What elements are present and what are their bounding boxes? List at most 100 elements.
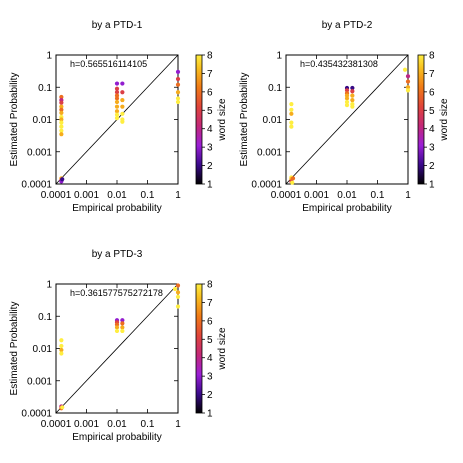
- data-point: [405, 74, 411, 79]
- data-point: [59, 104, 64, 109]
- data-point: [120, 97, 125, 103]
- data-point: [59, 128, 64, 133]
- data-point: [114, 86, 120, 91]
- data-point: [175, 69, 181, 74]
- y-tick-label: 0.0001: [21, 409, 52, 420]
- data-point: [59, 124, 64, 129]
- data-point: [350, 89, 355, 94]
- data-point: [405, 88, 411, 93]
- x-tick-label: 0.1: [371, 190, 385, 201]
- data-point: [350, 97, 355, 103]
- colorbar-tick-label: 6: [207, 316, 213, 327]
- chart-panel-1: by a PTD-10.0001 0.001 0.01 0.1 10.00010.001…: [9, 20, 228, 214]
- data-point: [114, 81, 120, 86]
- data-point: [175, 82, 181, 87]
- data-point: [175, 294, 181, 299]
- chart-panel-3: by a PTD-30.0001 0.001 0.01 0.1 10.00010.001…: [9, 249, 228, 443]
- data-point: [289, 111, 294, 116]
- y-tick-label: 0.01: [33, 344, 53, 355]
- data-point: [175, 96, 181, 101]
- colorbar: [195, 54, 203, 185]
- data-point: [350, 85, 355, 91]
- data-point: [120, 321, 125, 326]
- data-point: [120, 119, 125, 124]
- x-tick-label: 0.01: [337, 190, 357, 201]
- y-axis-label: Estimated Probability: [9, 302, 20, 396]
- x-tick-label: 0.0001: [271, 190, 302, 201]
- annotation-h: h=0.435432381308: [300, 59, 378, 69]
- data-point: [59, 351, 64, 356]
- data-point: [60, 177, 65, 182]
- annotation-h: h=0.361577575272178: [70, 288, 163, 298]
- colorbar-tick-label: 3: [207, 143, 213, 154]
- y-tick-label: 0.001: [27, 147, 52, 158]
- colorbar-label: word size: [439, 98, 450, 142]
- colorbar-label: word size: [217, 98, 228, 142]
- data-point: [344, 96, 350, 101]
- colorbar-tick-label: 8: [207, 280, 213, 291]
- data-point: [59, 338, 64, 343]
- data-point: [59, 94, 64, 100]
- data-point: [175, 76, 181, 82]
- data-point: [120, 81, 125, 86]
- x-tick-label: 0.1: [141, 419, 155, 430]
- chart-title: by a PTD-3: [92, 249, 143, 260]
- data-point: [405, 85, 411, 90]
- y-tick-label: 0.1: [268, 83, 282, 94]
- colorbar-tick-label: 7: [429, 69, 435, 80]
- data-point: [60, 405, 65, 410]
- data-point: [114, 328, 120, 334]
- data-point: [290, 176, 296, 181]
- chart-title: by a PTD-2: [322, 20, 373, 31]
- data-point: [59, 107, 64, 112]
- data-point: [289, 107, 294, 112]
- y-tick-label: 0.1: [38, 312, 52, 323]
- x-tick-label: 0.01: [107, 419, 127, 430]
- data-point: [59, 120, 64, 125]
- data-point: [120, 90, 125, 95]
- data-point: [172, 286, 178, 292]
- data-point: [59, 347, 64, 353]
- x-tick-label: 1: [175, 419, 181, 430]
- colorbar-label: word size: [217, 327, 228, 371]
- data-point: [120, 111, 125, 116]
- data-point: [120, 104, 125, 109]
- colorbar-tick-label: 6: [429, 87, 435, 98]
- data-point: [59, 117, 64, 122]
- data-point: [59, 132, 64, 137]
- data-point: [289, 120, 294, 125]
- data-point: [114, 104, 120, 109]
- colorbar-tick-label: 3: [207, 372, 213, 383]
- colorbar-tick-label: 1: [429, 180, 435, 191]
- data-point: [402, 67, 408, 72]
- data-point: [120, 328, 125, 334]
- data-point: [59, 343, 64, 349]
- data-point: [120, 318, 125, 323]
- data-point: [175, 283, 181, 288]
- colorbar: [195, 283, 203, 414]
- colorbar-tick-label: 5: [429, 106, 435, 117]
- colorbar-tick-label: 8: [207, 51, 213, 62]
- chart-panel-2: by a PTD-20.0001 0.001 0.01 0.1 10.00010.001…: [239, 20, 450, 214]
- data-point: [289, 124, 294, 129]
- chart-title: by a PTD-1: [92, 20, 143, 31]
- y-tick-label: 0.0001: [21, 180, 52, 191]
- annotation-h: h=0.565516114105: [70, 59, 147, 69]
- data-point: [290, 180, 295, 185]
- y-tick-label: 1: [46, 51, 52, 62]
- y-axis-label: Estimated Probability: [239, 73, 250, 167]
- data-point: [175, 304, 181, 309]
- x-tick-label: 0.001: [74, 419, 99, 430]
- y-tick-label: 0.0001: [251, 180, 282, 191]
- x-tick-label: 0.1: [141, 190, 155, 201]
- data-point: [114, 325, 120, 330]
- colorbar-tick-label: 4: [207, 353, 213, 364]
- colorbar-tick-label: 8: [429, 51, 435, 62]
- y-tick-label: 1: [46, 280, 52, 291]
- data-point: [114, 96, 120, 101]
- x-tick-label: 1: [405, 190, 411, 201]
- x-axis-label: Empirical probability: [72, 203, 161, 214]
- colorbar-tick-label: 7: [207, 298, 213, 309]
- y-tick-label: 1: [276, 51, 282, 62]
